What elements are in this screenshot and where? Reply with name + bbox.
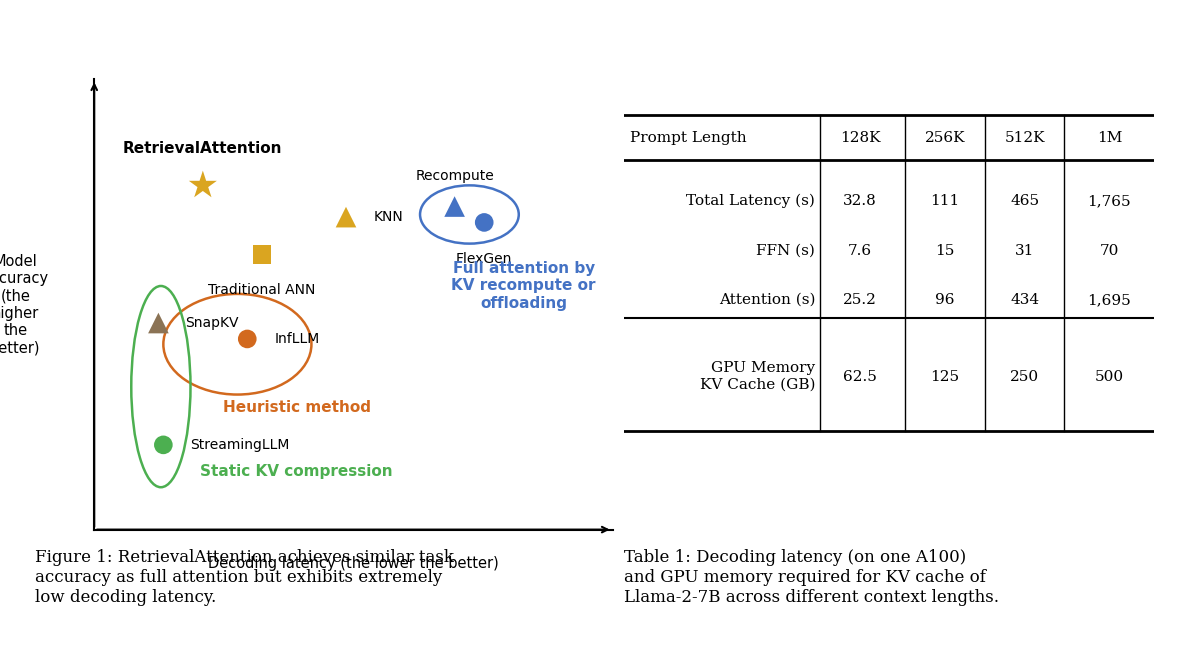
Text: Total Latency (s): Total Latency (s) [687, 194, 815, 208]
Text: Recompute: Recompute [415, 169, 494, 183]
Text: KNN: KNN [373, 210, 403, 224]
Text: GPU Memory
KV Cache (GB): GPU Memory KV Cache (GB) [700, 361, 815, 392]
Text: 125: 125 [931, 369, 960, 383]
Text: Traditional ANN: Traditional ANN [209, 283, 316, 297]
Text: Attention (s): Attention (s) [719, 293, 815, 307]
Text: 62.5: 62.5 [843, 369, 878, 383]
Text: Table 1: Decoding latency (on one A100)
and GPU memory required for KV cache of
: Table 1: Decoding latency (on one A100) … [624, 549, 999, 606]
Text: InfLLM: InfLLM [274, 332, 319, 346]
Text: FFN (s): FFN (s) [756, 244, 815, 258]
Text: 70: 70 [1100, 244, 1119, 258]
Text: StreamingLLM: StreamingLLM [191, 438, 290, 452]
Point [193, 180, 212, 191]
Text: 1M: 1M [1097, 131, 1123, 145]
Text: Model
accuracy
(the
higher
the
better): Model accuracy (the higher the better) [0, 254, 48, 355]
Text: 250: 250 [1010, 369, 1039, 383]
Text: 434: 434 [1010, 293, 1039, 307]
Text: RetrievalAttention: RetrievalAttention [123, 141, 283, 156]
Point [337, 212, 356, 222]
Text: 512K: 512K [1005, 131, 1045, 145]
Text: Static KV compression: Static KV compression [200, 464, 393, 479]
Text: SnapKV: SnapKV [186, 316, 239, 330]
Point [445, 201, 464, 212]
Text: 15: 15 [935, 244, 954, 258]
Point [238, 334, 257, 344]
Point [475, 217, 494, 228]
Text: 25.2: 25.2 [843, 293, 878, 307]
Text: 31: 31 [1015, 244, 1034, 258]
Text: 256K: 256K [925, 131, 965, 145]
Text: 111: 111 [931, 194, 960, 208]
Text: 32.8: 32.8 [843, 194, 878, 208]
Text: 1,695: 1,695 [1087, 293, 1131, 307]
Text: Figure 1: RetrievalAttention achieves similar task
accuracy as full attention bu: Figure 1: RetrievalAttention achieves si… [35, 549, 455, 606]
Text: Prompt Length: Prompt Length [630, 131, 747, 145]
Text: Heuristic method: Heuristic method [223, 401, 371, 415]
Text: 1,765: 1,765 [1087, 194, 1131, 208]
Text: 96: 96 [935, 293, 955, 307]
Text: 500: 500 [1094, 369, 1124, 383]
Point [148, 318, 167, 328]
Text: Full attention by
KV recompute or
offloading: Full attention by KV recompute or offloa… [451, 261, 596, 311]
Text: 465: 465 [1010, 194, 1039, 208]
Point [154, 440, 173, 450]
Text: 128K: 128K [840, 131, 880, 145]
Text: 7.6: 7.6 [848, 244, 872, 258]
Text: FlexGen: FlexGen [456, 252, 512, 265]
Point [252, 249, 271, 260]
Text: Decoding latency (the lower the better): Decoding latency (the lower the better) [209, 556, 498, 571]
